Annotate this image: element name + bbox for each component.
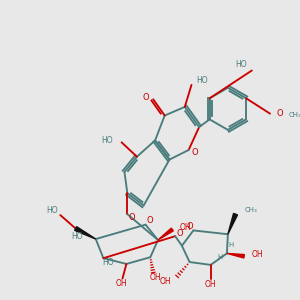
Text: HO: HO — [46, 206, 57, 215]
Text: O: O — [277, 109, 283, 118]
Text: O: O — [191, 148, 198, 158]
Text: H: H — [228, 242, 233, 248]
Text: OH: OH — [116, 279, 127, 288]
Text: O: O — [146, 216, 153, 225]
Text: HO: HO — [101, 136, 113, 145]
Text: HO: HO — [72, 232, 83, 241]
Text: O: O — [129, 212, 135, 221]
Text: OH: OH — [180, 223, 192, 232]
Polygon shape — [227, 254, 244, 258]
Polygon shape — [228, 213, 238, 234]
Text: OH: OH — [149, 273, 161, 282]
Text: HO: HO — [102, 257, 114, 266]
Text: HO: HO — [196, 76, 208, 85]
Text: HO: HO — [236, 60, 247, 69]
Text: O: O — [186, 222, 193, 231]
Polygon shape — [158, 228, 173, 240]
Text: OH: OH — [252, 250, 263, 259]
Polygon shape — [75, 226, 96, 239]
Text: O: O — [177, 229, 183, 238]
Text: H: H — [218, 254, 223, 260]
Text: CH₃: CH₃ — [288, 112, 300, 118]
Text: CH₃: CH₃ — [244, 207, 257, 213]
Text: OH: OH — [205, 280, 216, 289]
Text: OH: OH — [160, 277, 171, 286]
Text: O: O — [142, 93, 149, 102]
